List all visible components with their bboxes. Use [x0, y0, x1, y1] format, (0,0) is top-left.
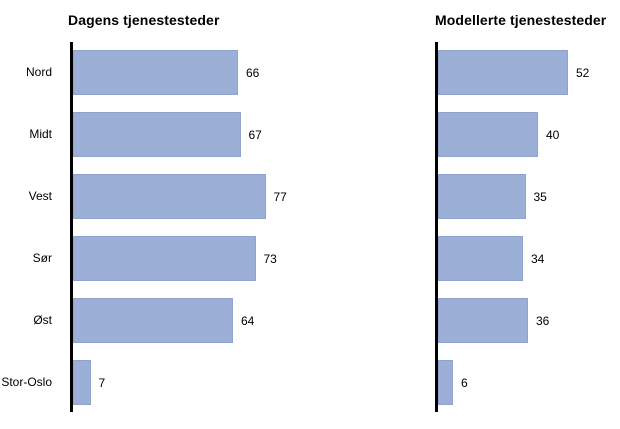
- bar-midt: [438, 112, 538, 157]
- bar-row-midt: 67: [73, 112, 315, 157]
- value-label: 67: [248, 127, 262, 142]
- value-label: 66: [246, 65, 260, 80]
- bar-stor-oslo: [438, 360, 453, 405]
- bar-row-sør: 34: [438, 236, 620, 281]
- bar-nord: [438, 50, 568, 95]
- bar-row-vest: 77: [73, 174, 315, 219]
- bar-øst: [438, 298, 528, 343]
- bar-vest: [73, 174, 266, 219]
- value-label: 52: [576, 65, 590, 80]
- bar-row-sør: 73: [73, 236, 315, 281]
- bar-row-vest: 35: [438, 174, 620, 219]
- bar-row-stor-oslo: 7: [73, 360, 315, 405]
- category-axis-labels: Nord Midt Vest Sør Øst Stor-Oslo: [0, 42, 52, 422]
- bar-sør: [438, 236, 523, 281]
- bar-row-nord: 66: [73, 50, 315, 95]
- category-label-stor-oslo: Stor-Oslo: [1, 375, 52, 389]
- value-label: 77: [273, 189, 287, 204]
- value-label: 34: [531, 251, 545, 266]
- plot-area-left: 66 67 77 73 64 7: [70, 42, 315, 412]
- value-label: 73: [263, 251, 277, 266]
- value-label: 64: [241, 313, 255, 328]
- bar-nord: [73, 50, 238, 95]
- chart-title-right: Modellerte tjenestesteder: [435, 12, 607, 28]
- bar-vest: [438, 174, 526, 219]
- bar-row-nord: 52: [438, 50, 620, 95]
- category-label-vest: Vest: [28, 189, 52, 203]
- category-label-sør: Sør: [32, 251, 52, 265]
- bar-row-øst: 36: [438, 298, 620, 343]
- category-label-øst: Øst: [33, 313, 52, 327]
- value-label: 40: [546, 127, 560, 142]
- bar-row-stor-oslo: 6: [438, 360, 620, 405]
- value-label: 6: [461, 375, 468, 390]
- chart-title-left: Dagens tjenestesteder: [68, 12, 220, 28]
- category-label-midt: Midt: [29, 127, 52, 141]
- category-label-nord: Nord: [25, 65, 52, 79]
- value-label: 35: [533, 189, 547, 204]
- bar-row-midt: 40: [438, 112, 620, 157]
- bar-øst: [73, 298, 233, 343]
- bar-stor-oslo: [73, 360, 91, 405]
- value-label: 36: [536, 313, 550, 328]
- bar-row-øst: 64: [73, 298, 315, 343]
- bar-midt: [73, 112, 241, 157]
- bar-sør: [73, 236, 256, 281]
- value-label: 7: [98, 375, 106, 390]
- plot-area-right: 52 40 35 34 36 6: [435, 42, 620, 412]
